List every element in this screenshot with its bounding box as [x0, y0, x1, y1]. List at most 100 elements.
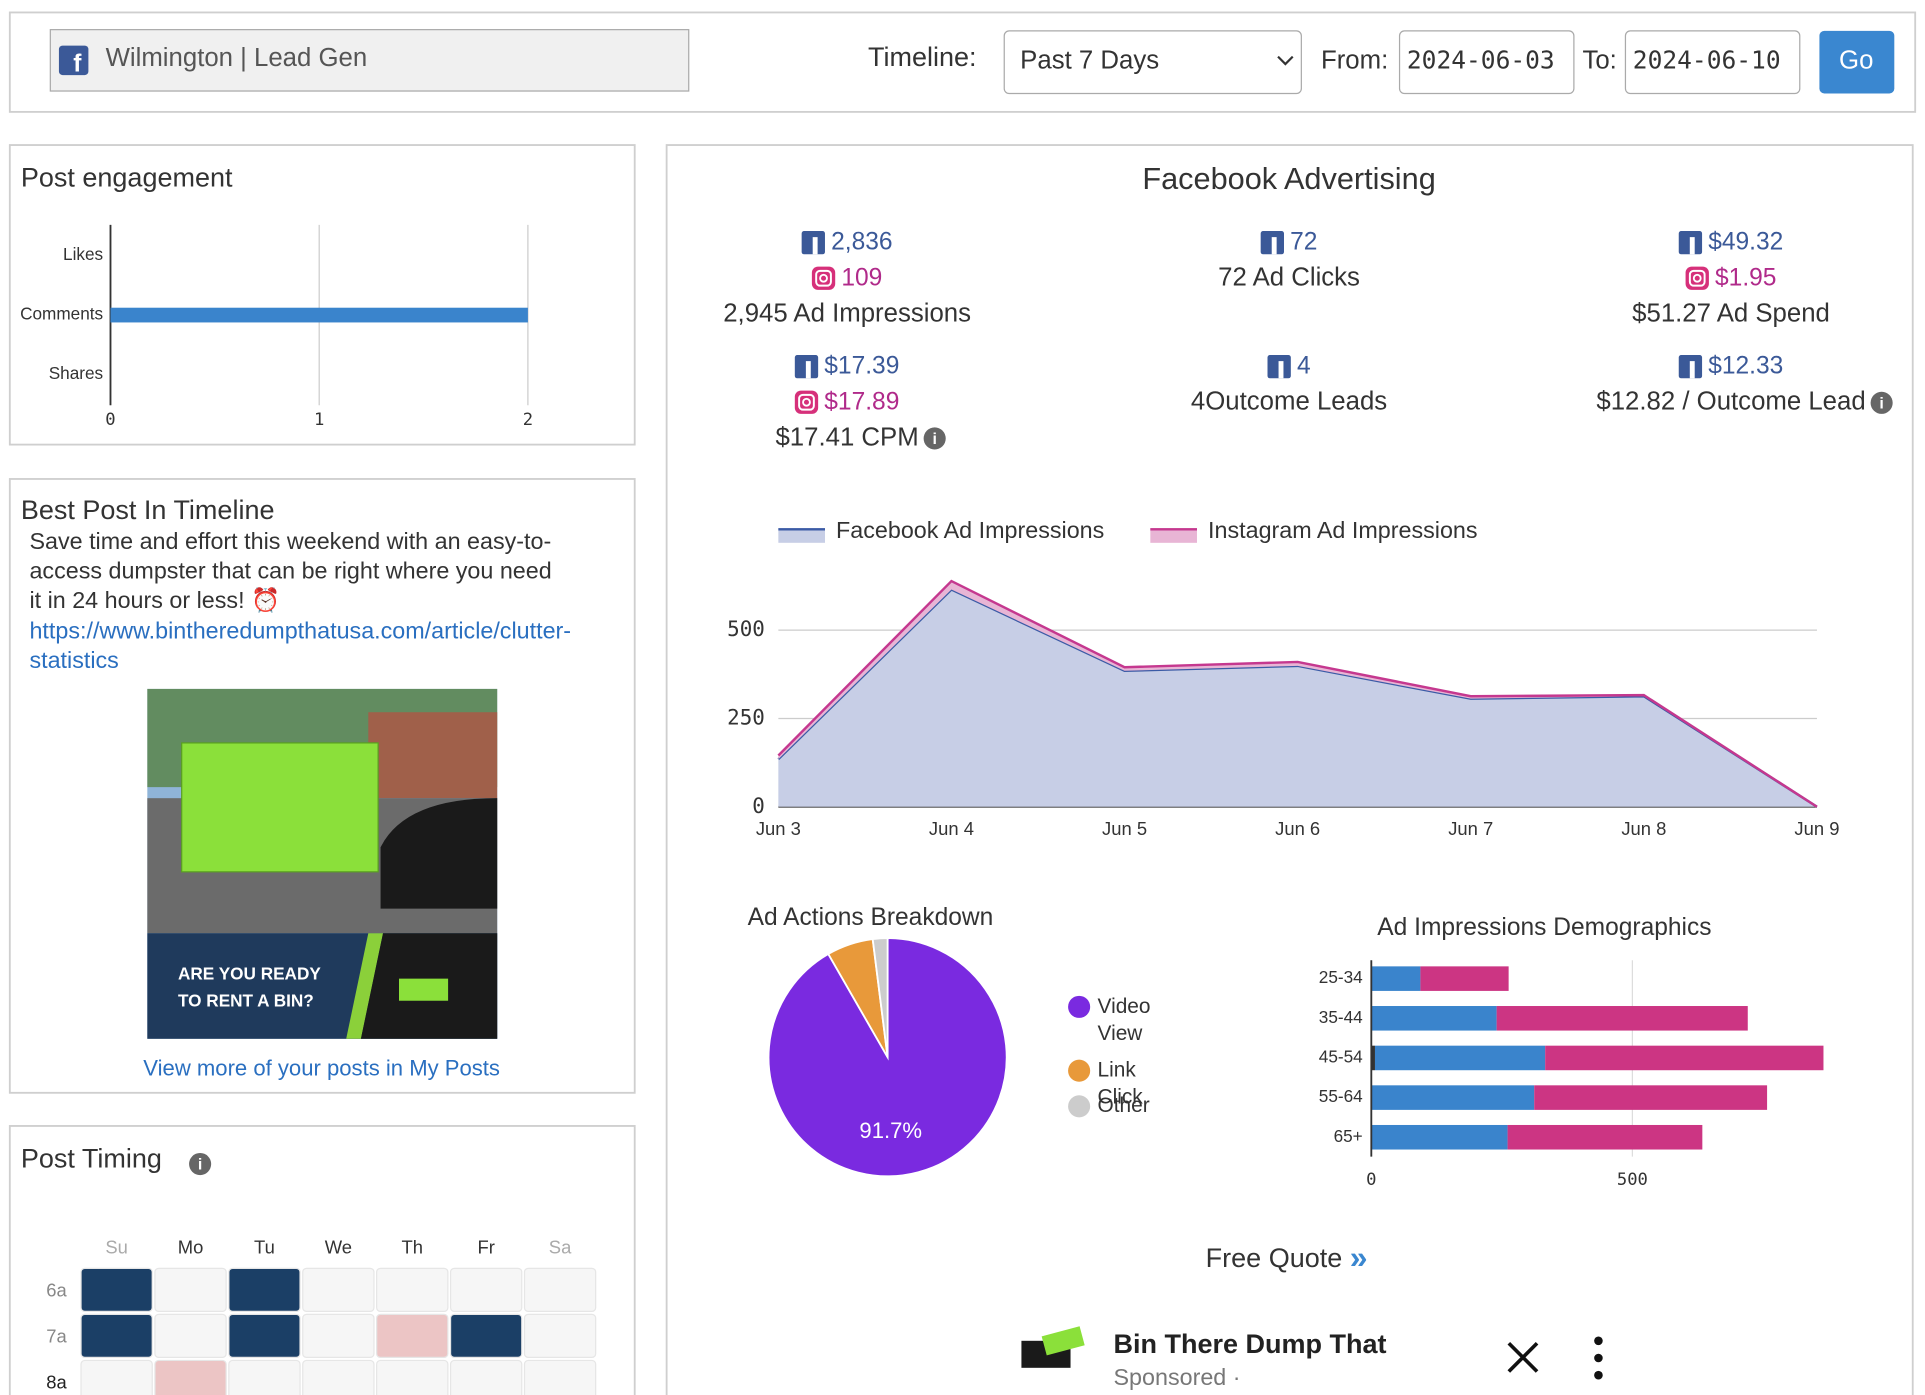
y-tick-label: Likes [63, 244, 103, 264]
facebook-icon-letter: f [73, 51, 82, 78]
timing-cell [449, 1359, 523, 1395]
account-field[interactable] [49, 29, 690, 92]
bar-segment [1420, 966, 1509, 991]
panel-title: Facebook Advertising [1142, 161, 1435, 196]
post-link[interactable]: https://www.bintheredumpthatusa.com/arti… [29, 618, 571, 644]
hour-label: 6a [46, 1280, 67, 1301]
instagram-icon-ring [815, 269, 832, 287]
timing-cell [228, 1313, 301, 1358]
more-posts-link[interactable]: View more of your posts in My Posts [143, 1055, 500, 1080]
fb-value: 2,836 [831, 229, 892, 256]
timeline-label: Timeline: [868, 42, 977, 72]
instagram-icon-lens [819, 273, 828, 283]
to-date: 2024-06-10 [1633, 46, 1781, 75]
legend-dot [1068, 1095, 1091, 1118]
free-quote-link[interactable]: Free Quote » [1206, 1239, 1368, 1275]
timing-cell [376, 1313, 449, 1358]
bar-segment [1371, 1006, 1497, 1031]
area [778, 589, 1817, 807]
fb-value: $49.32 [1708, 229, 1783, 256]
legend-label: Instagram Ad Impressions [1208, 517, 1478, 543]
to-label: To: [1582, 46, 1616, 74]
image-stripe [346, 933, 384, 1039]
timing-cell [449, 1267, 523, 1312]
bar-segment [1371, 1124, 1508, 1150]
menu-dot[interactable] [1594, 1336, 1603, 1346]
instagram-icon-ring [1688, 269, 1706, 287]
stat-label: 72 Ad Clicks [1218, 264, 1360, 292]
legend-dot [1068, 1059, 1091, 1082]
x-tick-label: 0 [1366, 1170, 1376, 1190]
hour-label: 7a [46, 1326, 67, 1347]
account-name: Wilmington | Lead Gen [106, 44, 368, 72]
timing-cell [449, 1313, 523, 1358]
image-car [380, 798, 498, 909]
y-tick-label: 25-34 [1319, 967, 1363, 987]
timing-cell [80, 1313, 153, 1358]
legend-swatch [778, 528, 825, 543]
timing-cell [228, 1267, 301, 1312]
from-label: From: [1321, 46, 1388, 74]
x-tick-label: 500 [1617, 1170, 1648, 1190]
info-icon-glyph: i [198, 1156, 202, 1173]
legend-label: Facebook Ad Impressions [836, 517, 1104, 543]
timing-cell [302, 1359, 375, 1395]
day-label: Mo [178, 1237, 204, 1258]
ad-sponsored: Sponsored · [1114, 1364, 1241, 1390]
timing-cell [228, 1359, 301, 1395]
post-text: access dumpster that can be right where … [29, 557, 551, 583]
post-image[interactable]: ARE YOU READY TO RENT A BIN? [147, 688, 498, 1039]
bar-segment [1371, 1085, 1535, 1110]
to-input[interactable] [1624, 30, 1801, 95]
post-link[interactable]: statistics [29, 647, 118, 673]
bar-segment [1371, 966, 1421, 991]
image-dumpster [181, 742, 379, 873]
pie-slice [871, 937, 889, 1058]
bar-segment [1507, 1124, 1703, 1150]
x-tick-label: 2 [523, 410, 533, 430]
y-tick-label: 35-44 [1319, 1007, 1363, 1027]
info-icon[interactable] [189, 1152, 212, 1176]
post-text: it in 24 hours or less! ⏰ [29, 586, 280, 614]
go-button[interactable] [1819, 30, 1895, 94]
fb-value: 72 [1290, 229, 1317, 256]
select-chevron [1277, 55, 1294, 66]
info-icon[interactable] [1870, 391, 1893, 414]
from-date: 2024-06-03 [1407, 46, 1555, 75]
facebook-icon-mark [1278, 361, 1284, 379]
y-tick-label: 45-54 [1319, 1046, 1363, 1066]
bar [110, 307, 528, 323]
x-tick-label: Jun 4 [929, 818, 974, 839]
x-tick-label: 1 [314, 410, 324, 430]
x-tick-label: Jun 9 [1794, 818, 1839, 839]
bar-segment [1374, 1045, 1546, 1071]
x-tick-label: Jun 3 [756, 818, 801, 839]
facebook-icon-mark [1271, 237, 1277, 255]
chart-title: Ad Impressions Demographics [1377, 914, 1711, 941]
timeline-select[interactable] [1003, 30, 1302, 95]
close-icon[interactable] [1507, 1341, 1539, 1373]
facebook-icon-mark [812, 237, 818, 255]
y-tick-label: 500 [727, 617, 765, 641]
timing-cell [154, 1359, 227, 1395]
x-tick-label: Jun 6 [1275, 818, 1320, 839]
stat-label: $12.82 / Outcome Lead [1596, 388, 1865, 416]
bar-segment [1371, 1045, 1375, 1071]
day-label: Sa [549, 1237, 572, 1258]
facebook-icon-mark [805, 361, 811, 379]
info-icon[interactable] [923, 427, 946, 450]
hour-label: 8a [46, 1372, 67, 1393]
from-input[interactable] [1398, 30, 1575, 95]
day-label: Fr [477, 1237, 494, 1258]
bar-segment [1545, 1045, 1824, 1071]
legend-label: Video View [1098, 994, 1151, 1044]
facebook-icon [58, 45, 89, 76]
chart-title: Ad Actions Breakdown [748, 904, 994, 931]
bar-segment [1534, 1085, 1768, 1110]
y-tick-label: 55-64 [1319, 1086, 1363, 1106]
panel-title: Best Post In Timeline [21, 495, 275, 525]
legend-swatch [1150, 528, 1197, 543]
menu-dot [1594, 1370, 1603, 1380]
free-quote-label: Free Quote [1206, 1243, 1343, 1273]
timing-cell [376, 1267, 449, 1312]
